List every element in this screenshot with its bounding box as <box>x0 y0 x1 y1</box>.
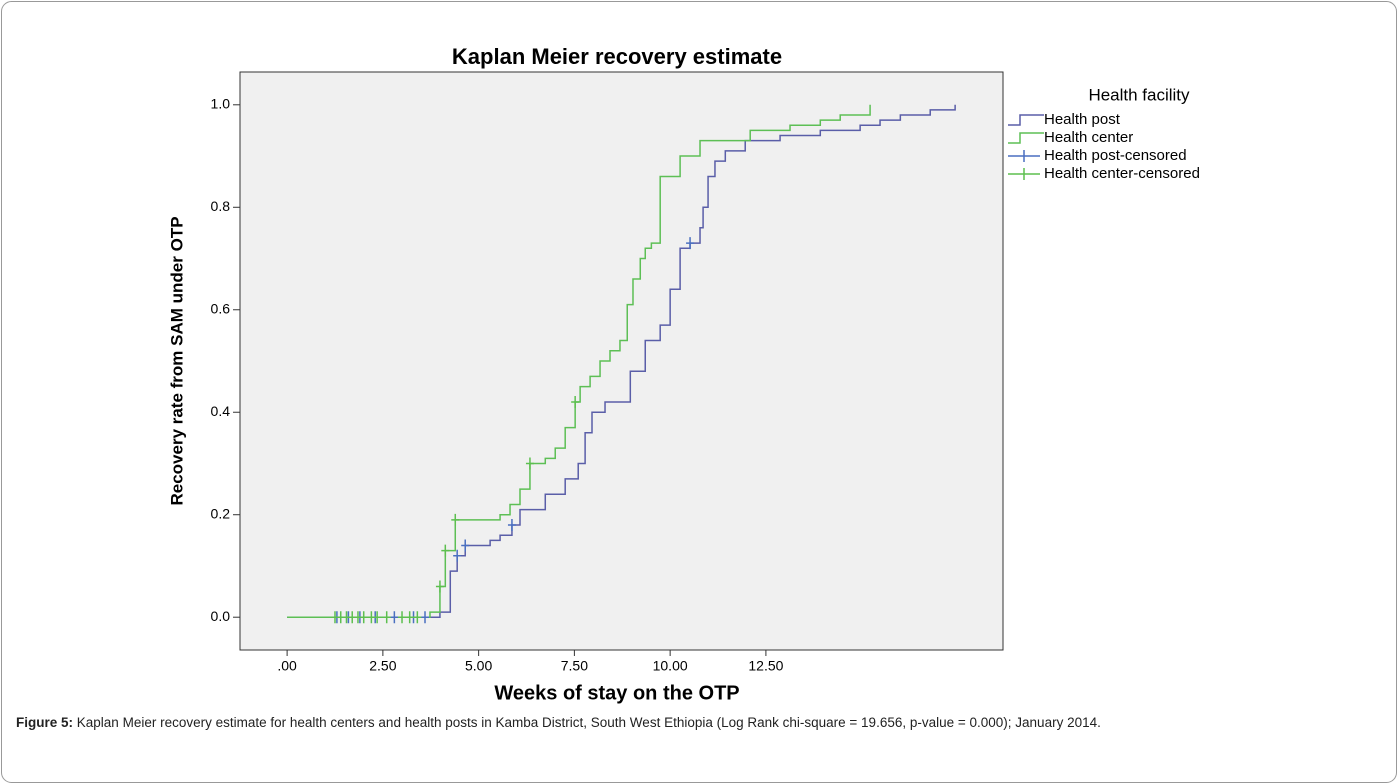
legend-label: Health post <box>1044 111 1121 128</box>
y-axis-label: Recovery rate from SAM under OTP <box>167 216 186 505</box>
x-axis-label: Weeks of stay on the OTP <box>494 682 739 704</box>
caption-label: Figure 5: <box>16 715 74 730</box>
censor-mark <box>686 237 695 250</box>
censor-mark <box>359 611 368 624</box>
censor-mark <box>441 544 450 557</box>
legend-symbol <box>1008 114 1044 126</box>
y-tick-label: 0.6 <box>211 300 231 316</box>
y-tick-label: 0.4 <box>211 403 231 419</box>
censor-marks <box>330 395 580 624</box>
censor-mark <box>413 611 422 624</box>
km-curve <box>287 104 871 618</box>
censor-mark <box>373 611 382 624</box>
censor-mark <box>398 611 407 624</box>
censor-mark <box>453 549 462 562</box>
censor-mark <box>525 457 534 470</box>
legend-symbol <box>1008 168 1040 180</box>
y-tick-label: 0.0 <box>211 608 231 624</box>
x-tick-label: .00 <box>277 658 297 674</box>
x-tick-label: 2.50 <box>369 658 396 674</box>
legend-symbol <box>1008 150 1040 162</box>
plot-area <box>239 71 1004 651</box>
censor-mark <box>451 513 460 526</box>
censor-mark <box>507 518 516 531</box>
y-tick-label: 1.0 <box>211 95 231 111</box>
x-tick-label: 12.50 <box>748 658 783 674</box>
censor-mark <box>461 539 470 552</box>
x-tick-label: 5.00 <box>465 658 492 674</box>
censor-mark <box>435 580 444 593</box>
censor-mark <box>421 611 430 624</box>
legend-symbol <box>1008 132 1044 144</box>
legend-label: Health post-censored <box>1044 147 1187 164</box>
y-tick-label: 0.8 <box>211 198 231 214</box>
legend-label: Health center-censored <box>1044 165 1200 182</box>
chart-title: Kaplan Meier recovery estimate <box>452 44 782 69</box>
censor-mark <box>382 611 391 624</box>
km-curve <box>287 104 956 618</box>
x-tick-label: 7.50 <box>561 658 588 674</box>
censor-mark <box>390 611 399 624</box>
legend-title: Health facility <box>1088 85 1190 104</box>
y-tick-label: 0.2 <box>211 505 231 521</box>
caption: Figure 5: Kaplan Meier recovery estimate… <box>16 714 1376 732</box>
censor-mark <box>571 395 580 408</box>
legend-label: Health center <box>1044 129 1133 146</box>
caption-text: Kaplan Meier recovery estimate for healt… <box>76 715 1101 730</box>
x-tick-label: 10.00 <box>653 658 688 674</box>
censor-mark <box>405 611 414 624</box>
